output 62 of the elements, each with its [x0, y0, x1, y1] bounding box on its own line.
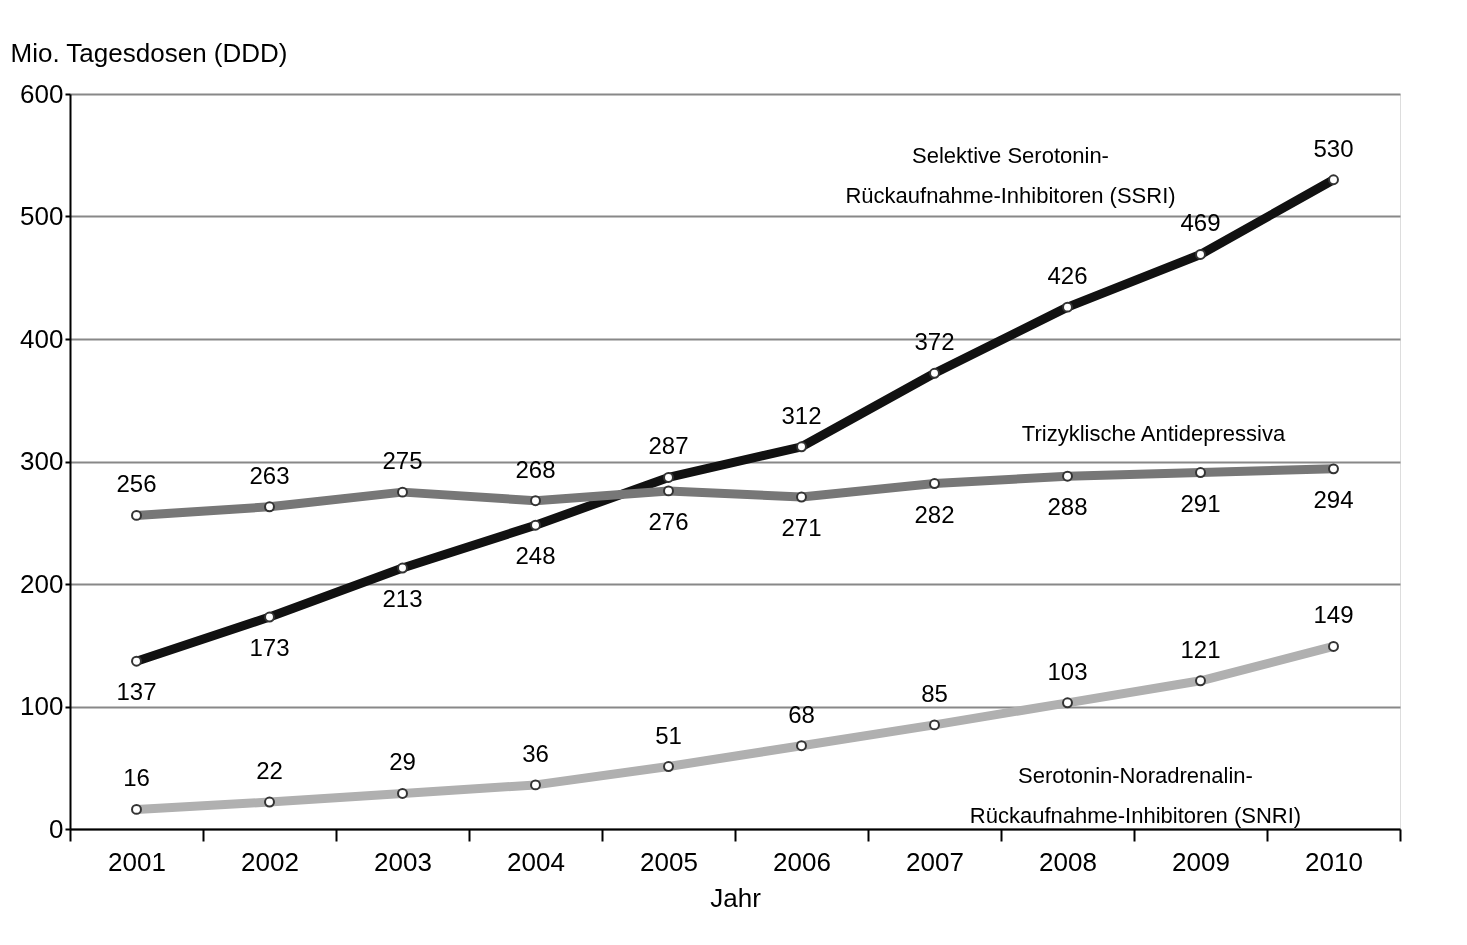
data-label: 256	[116, 470, 157, 498]
x-tick-label: 2006	[773, 846, 831, 877]
data-label: 103	[1047, 657, 1088, 685]
data-label: 36	[522, 739, 549, 767]
data-label: 149	[1313, 601, 1354, 629]
y-tick-label: 300	[20, 446, 64, 476]
data-label: 282	[914, 500, 955, 528]
point	[929, 367, 940, 379]
data-label: 263	[249, 461, 290, 489]
data-label: 16	[123, 764, 150, 792]
point	[397, 562, 408, 574]
series-label: Trizyklische Antidepressiva	[1021, 420, 1286, 446]
data-label: 68	[788, 700, 815, 728]
point	[264, 611, 275, 623]
y-tick-label: 0	[49, 813, 64, 844]
series-label: Serotonin-Noradrenalin- Rückaufnahme-Inhibitoren (SNRI)	[969, 763, 1302, 829]
data-label: 426	[1047, 262, 1088, 290]
y-tick-label: 200	[20, 568, 64, 599]
data-label: 276	[648, 507, 689, 535]
x-tick-label: 2005	[640, 846, 698, 877]
x-tick-label: 2004	[507, 846, 565, 877]
data-label: 312	[781, 401, 822, 429]
point	[1328, 174, 1339, 186]
y-tick-label: 400	[20, 323, 64, 354]
data-label: 268	[515, 455, 556, 483]
data-label: 29	[389, 748, 416, 776]
data-label: 287	[648, 432, 689, 460]
point	[796, 441, 807, 453]
data-label: 271	[781, 514, 822, 542]
point	[1062, 301, 1073, 313]
x-axis-title: Jahr	[710, 882, 762, 913]
data-label: 51	[655, 721, 682, 749]
data-label: 469	[1180, 209, 1221, 237]
y-tick-label: 100	[20, 691, 64, 721]
y-axis-title: Mio. Tagesdosen (DDD)	[10, 37, 288, 68]
x-tick-label: 2009	[1172, 846, 1230, 877]
data-label: 248	[515, 542, 556, 570]
point	[1195, 249, 1206, 260]
x-tick-label: 2007	[906, 846, 964, 877]
data-label: 213	[382, 585, 423, 613]
data-label: 530	[1313, 134, 1354, 162]
x-tick-label: 2003	[374, 846, 432, 877]
data-label: 291	[1180, 489, 1221, 517]
data-label: 85	[921, 679, 948, 707]
x-tick-label: 2002	[241, 846, 299, 877]
data-label: 137	[116, 678, 157, 706]
point	[530, 519, 541, 531]
data-label: 173	[249, 634, 290, 662]
y-tick-label: 600	[20, 78, 64, 109]
x-tick-label: 2008	[1039, 846, 1097, 877]
point	[663, 471, 674, 483]
data-label: 22	[256, 757, 283, 785]
y-tick-label: 500	[20, 201, 64, 231]
data-label: 275	[382, 447, 423, 475]
x-tick-label: 2010	[1305, 846, 1363, 877]
text: Selektive Serotonin- Rückaufnahme-Inhibitoren (SSRI)	[845, 142, 1176, 208]
data-label: 294	[1313, 485, 1354, 513]
data-label: 288	[1047, 493, 1088, 521]
point	[131, 655, 142, 667]
data-label: 372	[914, 328, 955, 356]
x-tick-label: 2001	[108, 846, 166, 877]
data-label: 121	[1180, 635, 1221, 663]
